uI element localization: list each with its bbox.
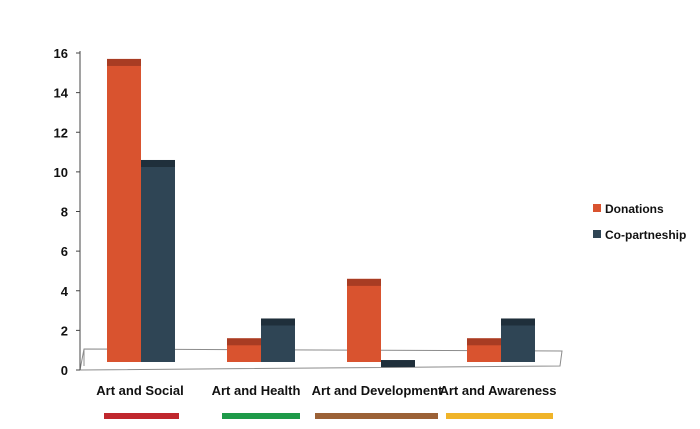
y-tick-label: 2 bbox=[61, 323, 68, 338]
y-tick-label: 16 bbox=[54, 46, 68, 61]
bar-top-face bbox=[467, 338, 501, 346]
y-tick-label: 10 bbox=[54, 165, 68, 180]
bar-top-face bbox=[347, 278, 381, 286]
bar bbox=[141, 159, 175, 362]
bar bbox=[381, 360, 415, 368]
y-axis: 0 2 4 6 8 10 12 14 16 bbox=[54, 46, 81, 378]
bar bbox=[347, 278, 381, 362]
x-category-label: Art and Awareness bbox=[439, 383, 556, 398]
y-tick-label: 0 bbox=[61, 363, 68, 378]
bar bbox=[107, 58, 141, 362]
bar-top-face bbox=[141, 159, 175, 167]
x-category-label: Art and Development bbox=[312, 383, 443, 398]
category-color-strips bbox=[104, 413, 553, 419]
y-tick-label: 14 bbox=[54, 86, 69, 101]
legend: Donations Co-partneship bbox=[593, 202, 686, 242]
category-color-strip bbox=[446, 413, 553, 419]
bar-body bbox=[261, 318, 295, 362]
category-labels: Art and Social Art and Health Art and Deve… bbox=[96, 383, 556, 398]
bar bbox=[501, 318, 535, 362]
bar-body bbox=[107, 58, 141, 362]
y-tick-label: 12 bbox=[54, 125, 68, 140]
legend-swatch bbox=[593, 230, 601, 238]
legend-label: Co-partneship bbox=[605, 228, 686, 242]
bar-top-face bbox=[227, 338, 261, 346]
category-color-strip bbox=[222, 413, 300, 419]
y-tick-label: 4 bbox=[61, 284, 69, 299]
bar-top-face bbox=[501, 318, 535, 326]
bar-body bbox=[141, 159, 175, 362]
bar bbox=[227, 338, 261, 362]
bar-top-face bbox=[381, 360, 415, 368]
legend-label: Donations bbox=[605, 202, 664, 216]
category-color-strip bbox=[104, 413, 179, 419]
bar-body bbox=[501, 318, 535, 362]
legend-swatch bbox=[593, 204, 601, 212]
bar-top-face bbox=[261, 318, 295, 326]
chart-floor-plane bbox=[79, 348, 563, 371]
x-category-label: Art and Social bbox=[96, 383, 183, 398]
x-category-label: Art and Health bbox=[212, 383, 301, 398]
bars bbox=[107, 58, 535, 368]
chart-floor bbox=[79, 348, 563, 371]
y-tick-label: 8 bbox=[61, 205, 68, 220]
bar-body bbox=[347, 278, 381, 362]
bar bbox=[467, 338, 501, 362]
category-color-strip bbox=[315, 413, 438, 419]
bar bbox=[261, 318, 295, 362]
bar-top-face bbox=[107, 58, 141, 66]
y-tick-label: 6 bbox=[61, 244, 68, 259]
